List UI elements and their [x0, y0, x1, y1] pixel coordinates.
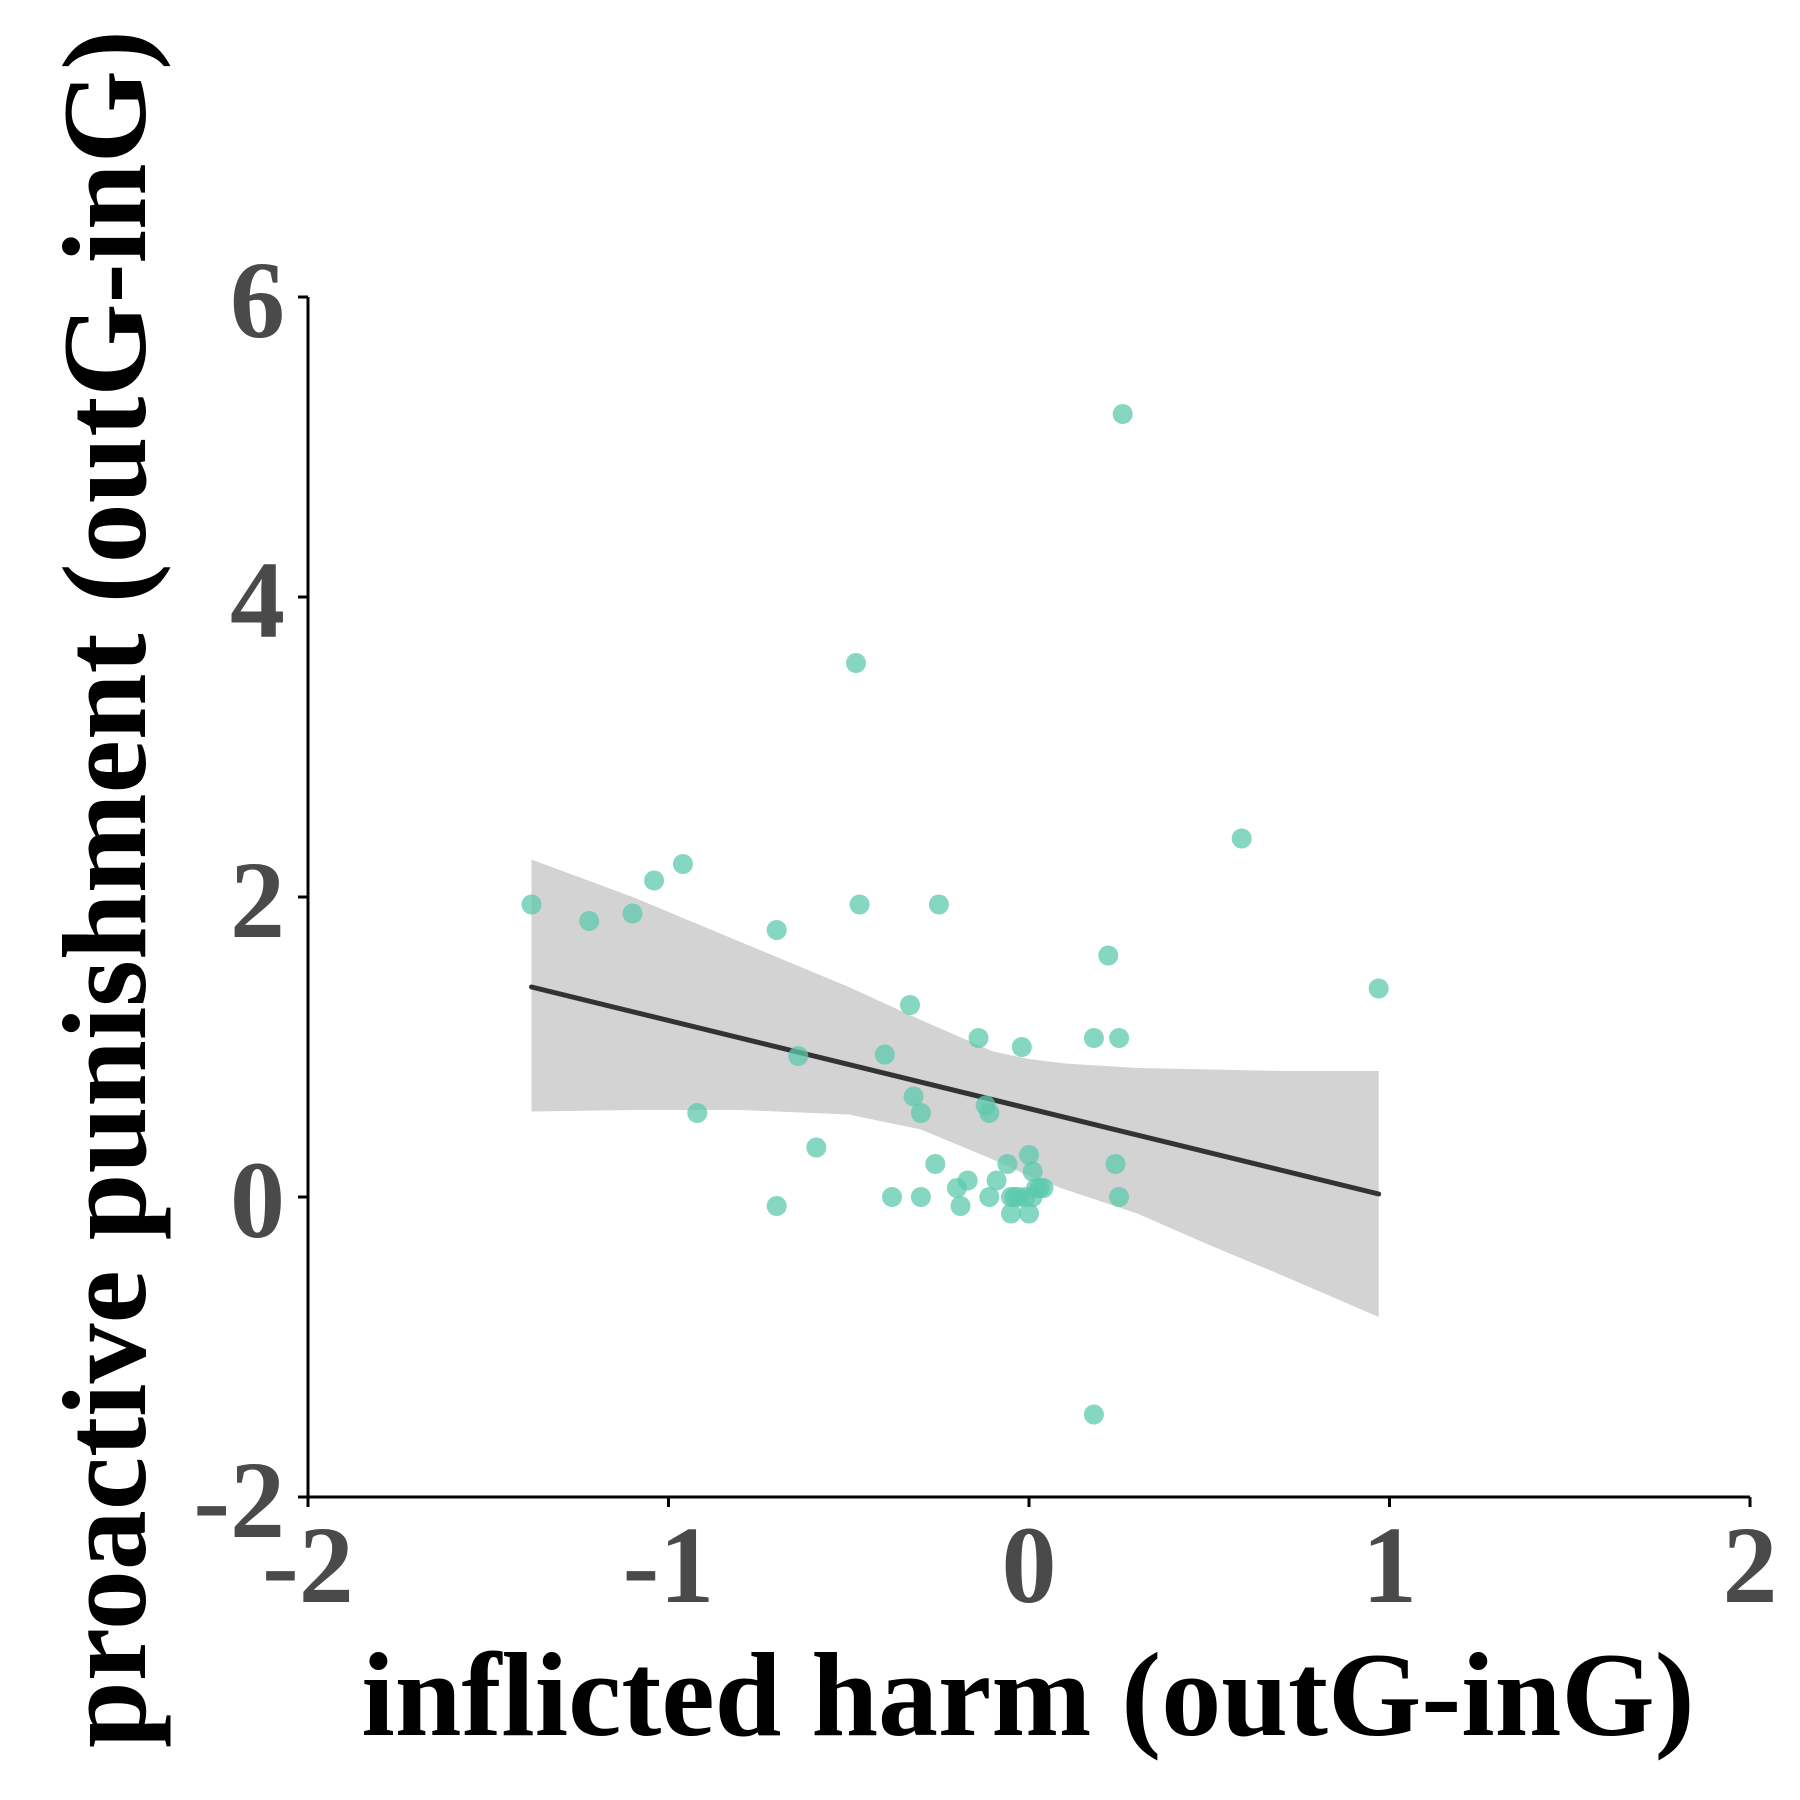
data-point — [1112, 404, 1133, 424]
data-point — [766, 920, 787, 940]
data-point — [622, 903, 643, 924]
data-point — [1109, 1028, 1130, 1048]
data-point — [687, 1103, 708, 1123]
y-tick-label: 6 — [230, 239, 285, 361]
data-point — [1083, 1028, 1104, 1048]
regression-layer — [529, 984, 1382, 1197]
axes-layer — [298, 295, 1752, 1507]
data-point — [997, 1154, 1018, 1174]
data-point — [644, 870, 665, 891]
y-tick-label: 2 — [230, 839, 285, 961]
y-tick-label: -2 — [193, 1439, 285, 1561]
labels-layer: inflicted harm (outG-inG) proactive puni… — [38, 30, 1778, 1761]
data-point — [1033, 1178, 1054, 1198]
data-point — [1109, 1187, 1130, 1207]
regression-line — [529, 984, 1382, 1197]
data-point — [900, 995, 920, 1015]
data-point — [979, 1103, 1000, 1123]
x-axis-title: inflicted harm (outG-inG) — [361, 1628, 1694, 1761]
y-axis-title: proactive punishment (outG-inG) — [38, 30, 171, 1748]
data-point — [846, 653, 866, 673]
data-point — [849, 894, 870, 915]
data-point — [986, 1170, 1007, 1191]
data-point — [903, 1086, 924, 1107]
x-tick-label: 1 — [1362, 1504, 1417, 1626]
data-point — [910, 1103, 931, 1123]
data-point — [1022, 1161, 1043, 1182]
data-points-layer — [521, 404, 1389, 1425]
data-point — [874, 1044, 895, 1065]
data-point — [1083, 1404, 1104, 1425]
data-point — [950, 1196, 971, 1216]
data-point — [968, 1028, 989, 1048]
data-point — [521, 894, 542, 915]
data-point — [1019, 1145, 1039, 1165]
data-point — [1098, 945, 1119, 966]
x-tick-label: -1 — [623, 1504, 715, 1626]
data-point — [979, 1187, 1000, 1207]
data-point — [1001, 1203, 1021, 1224]
data-point — [957, 1170, 978, 1191]
data-point — [766, 1196, 787, 1216]
data-point — [910, 1187, 931, 1207]
data-point — [1019, 1203, 1039, 1224]
data-point — [925, 1154, 946, 1174]
x-tick-label: 2 — [1723, 1504, 1778, 1626]
data-point — [1105, 1154, 1126, 1174]
data-point — [882, 1187, 902, 1207]
data-point — [806, 1137, 827, 1158]
y-tick-label: 0 — [230, 1139, 285, 1261]
data-point — [672, 854, 693, 874]
data-point — [1231, 828, 1252, 849]
data-point — [579, 911, 600, 931]
x-tick-label: -2 — [262, 1504, 354, 1626]
y-tick-label: 4 — [230, 539, 285, 661]
data-point — [1368, 978, 1389, 999]
x-tick-label: 0 — [1002, 1504, 1057, 1626]
data-point — [928, 894, 949, 915]
data-point — [788, 1046, 809, 1066]
data-point — [1011, 1037, 1032, 1057]
